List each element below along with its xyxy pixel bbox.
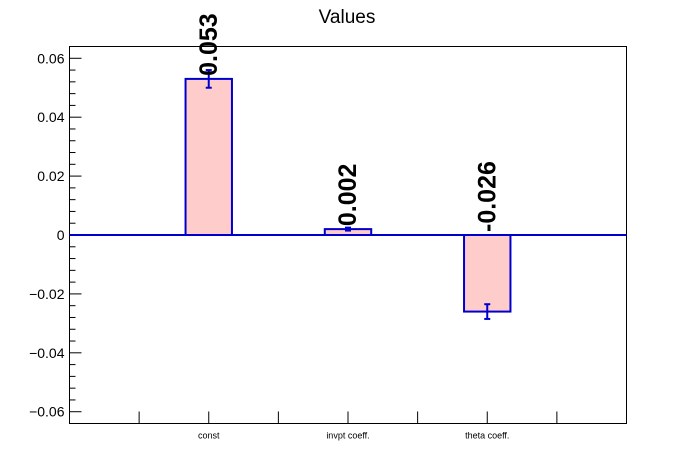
data-label: -0.026	[473, 161, 501, 232]
y-tick-label: 0.06	[37, 50, 64, 66]
y-tick-label: 0	[57, 227, 65, 243]
y-tick-label: 0.04	[37, 109, 64, 125]
data-label: 0.053	[195, 13, 223, 76]
chart-title: Values	[319, 7, 376, 28]
x-axis: const invpt coeff. theta coeff.	[138, 411, 558, 441]
x-tick-label: invpt coeff.	[326, 431, 369, 441]
data-label: 0.002	[334, 164, 362, 227]
bar	[463, 234, 512, 313]
data-labels: 0.053 0.002 -0.026	[195, 13, 502, 232]
x-tick-label: theta coeff.	[465, 431, 509, 441]
y-tick-label: −0.02	[29, 286, 65, 302]
y-axis: −0.06 −0.04 −0.02 0 0.02 0.04 0.06	[29, 50, 82, 420]
bars	[69, 69, 627, 320]
x-tick-label: const	[198, 431, 220, 441]
y-tick-label: −0.06	[29, 404, 65, 420]
bar	[184, 77, 233, 236]
y-tick-label: 0.02	[37, 168, 64, 184]
y-tick-label: −0.04	[29, 345, 65, 361]
